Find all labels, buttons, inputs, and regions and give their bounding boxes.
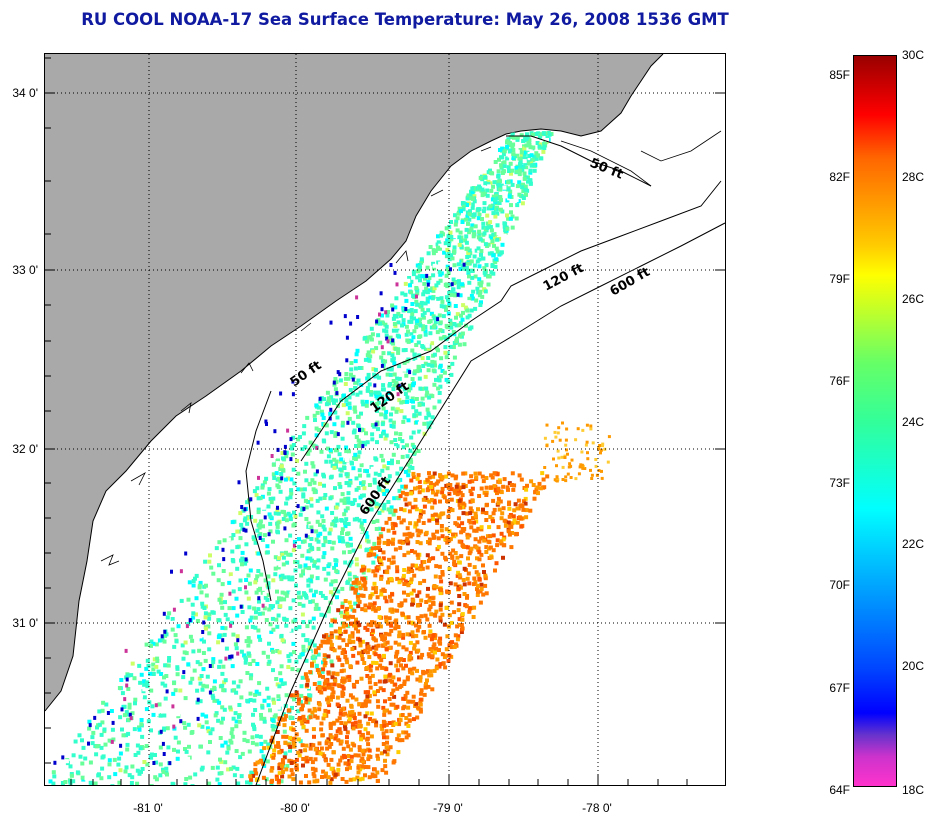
lon-label-81: -81 0' bbox=[133, 801, 163, 815]
colorbar-label-67f: 67F bbox=[829, 681, 850, 695]
colorbar-label-30c: 30C bbox=[902, 48, 925, 62]
lat-label-31: 31 0' bbox=[12, 616, 38, 630]
lat-label-34: 34 0' bbox=[12, 86, 38, 100]
contour-120ft bbox=[300, 180, 722, 462]
colorbar-label-85f: 85F bbox=[829, 68, 850, 82]
colorbar-label-26c: 26C bbox=[902, 292, 925, 306]
colorbar-label-22c: 22C bbox=[902, 537, 925, 551]
sst-map[interactable]: 50 ft 50 ft 120 ft 120 ft 600 ft 600 ft bbox=[44, 53, 726, 786]
contour-50ft bbox=[245, 135, 652, 602]
lat-label-33: 33 0' bbox=[12, 263, 38, 277]
tick-marks bbox=[45, 57, 725, 785]
lon-label-79: -79 0' bbox=[433, 801, 463, 815]
graticule bbox=[45, 54, 725, 785]
depth-label-600ft-north: 600 ft bbox=[608, 265, 653, 300]
colorbar-label-73f: 73F bbox=[829, 476, 850, 490]
map-canvas: 50 ft 50 ft 120 ft 120 ft 600 ft 600 ft bbox=[45, 54, 725, 785]
depth-label-50ft-north: 50 ft bbox=[588, 156, 626, 183]
colorbar-label-24c: 24C bbox=[902, 415, 925, 429]
depth-contours bbox=[245, 135, 725, 785]
estuary-lines bbox=[100, 130, 722, 566]
lat-label-32: 32 0' bbox=[12, 442, 38, 456]
colorbar-label-82f: 82F bbox=[829, 170, 850, 184]
colorbar-label-70f: 70F bbox=[829, 578, 850, 592]
map-title: RU COOL NOAA-17 Sea Surface Temperature:… bbox=[81, 10, 729, 29]
land-mass bbox=[45, 54, 663, 711]
depth-label-50ft-south: 50 ft bbox=[288, 358, 325, 390]
sst-data-layer bbox=[48, 131, 611, 785]
colorbar-label-20c: 20C bbox=[902, 659, 925, 673]
coastline bbox=[45, 54, 664, 712]
lon-label-80: -80 0' bbox=[280, 801, 310, 815]
colorbar-label-18c: 18C bbox=[902, 783, 925, 797]
lon-label-78: -78 0' bbox=[582, 801, 612, 815]
temperature-colorbar bbox=[853, 55, 897, 787]
colorbar-label-64f: 64F bbox=[829, 783, 850, 797]
colorbar-label-79f: 79F bbox=[829, 272, 850, 286]
colorbar-label-28c: 28C bbox=[902, 170, 925, 184]
contour-600ft bbox=[255, 222, 725, 785]
colorbar-label-76f: 76F bbox=[829, 374, 850, 388]
depth-label-120ft-north: 120 ft bbox=[541, 261, 586, 295]
